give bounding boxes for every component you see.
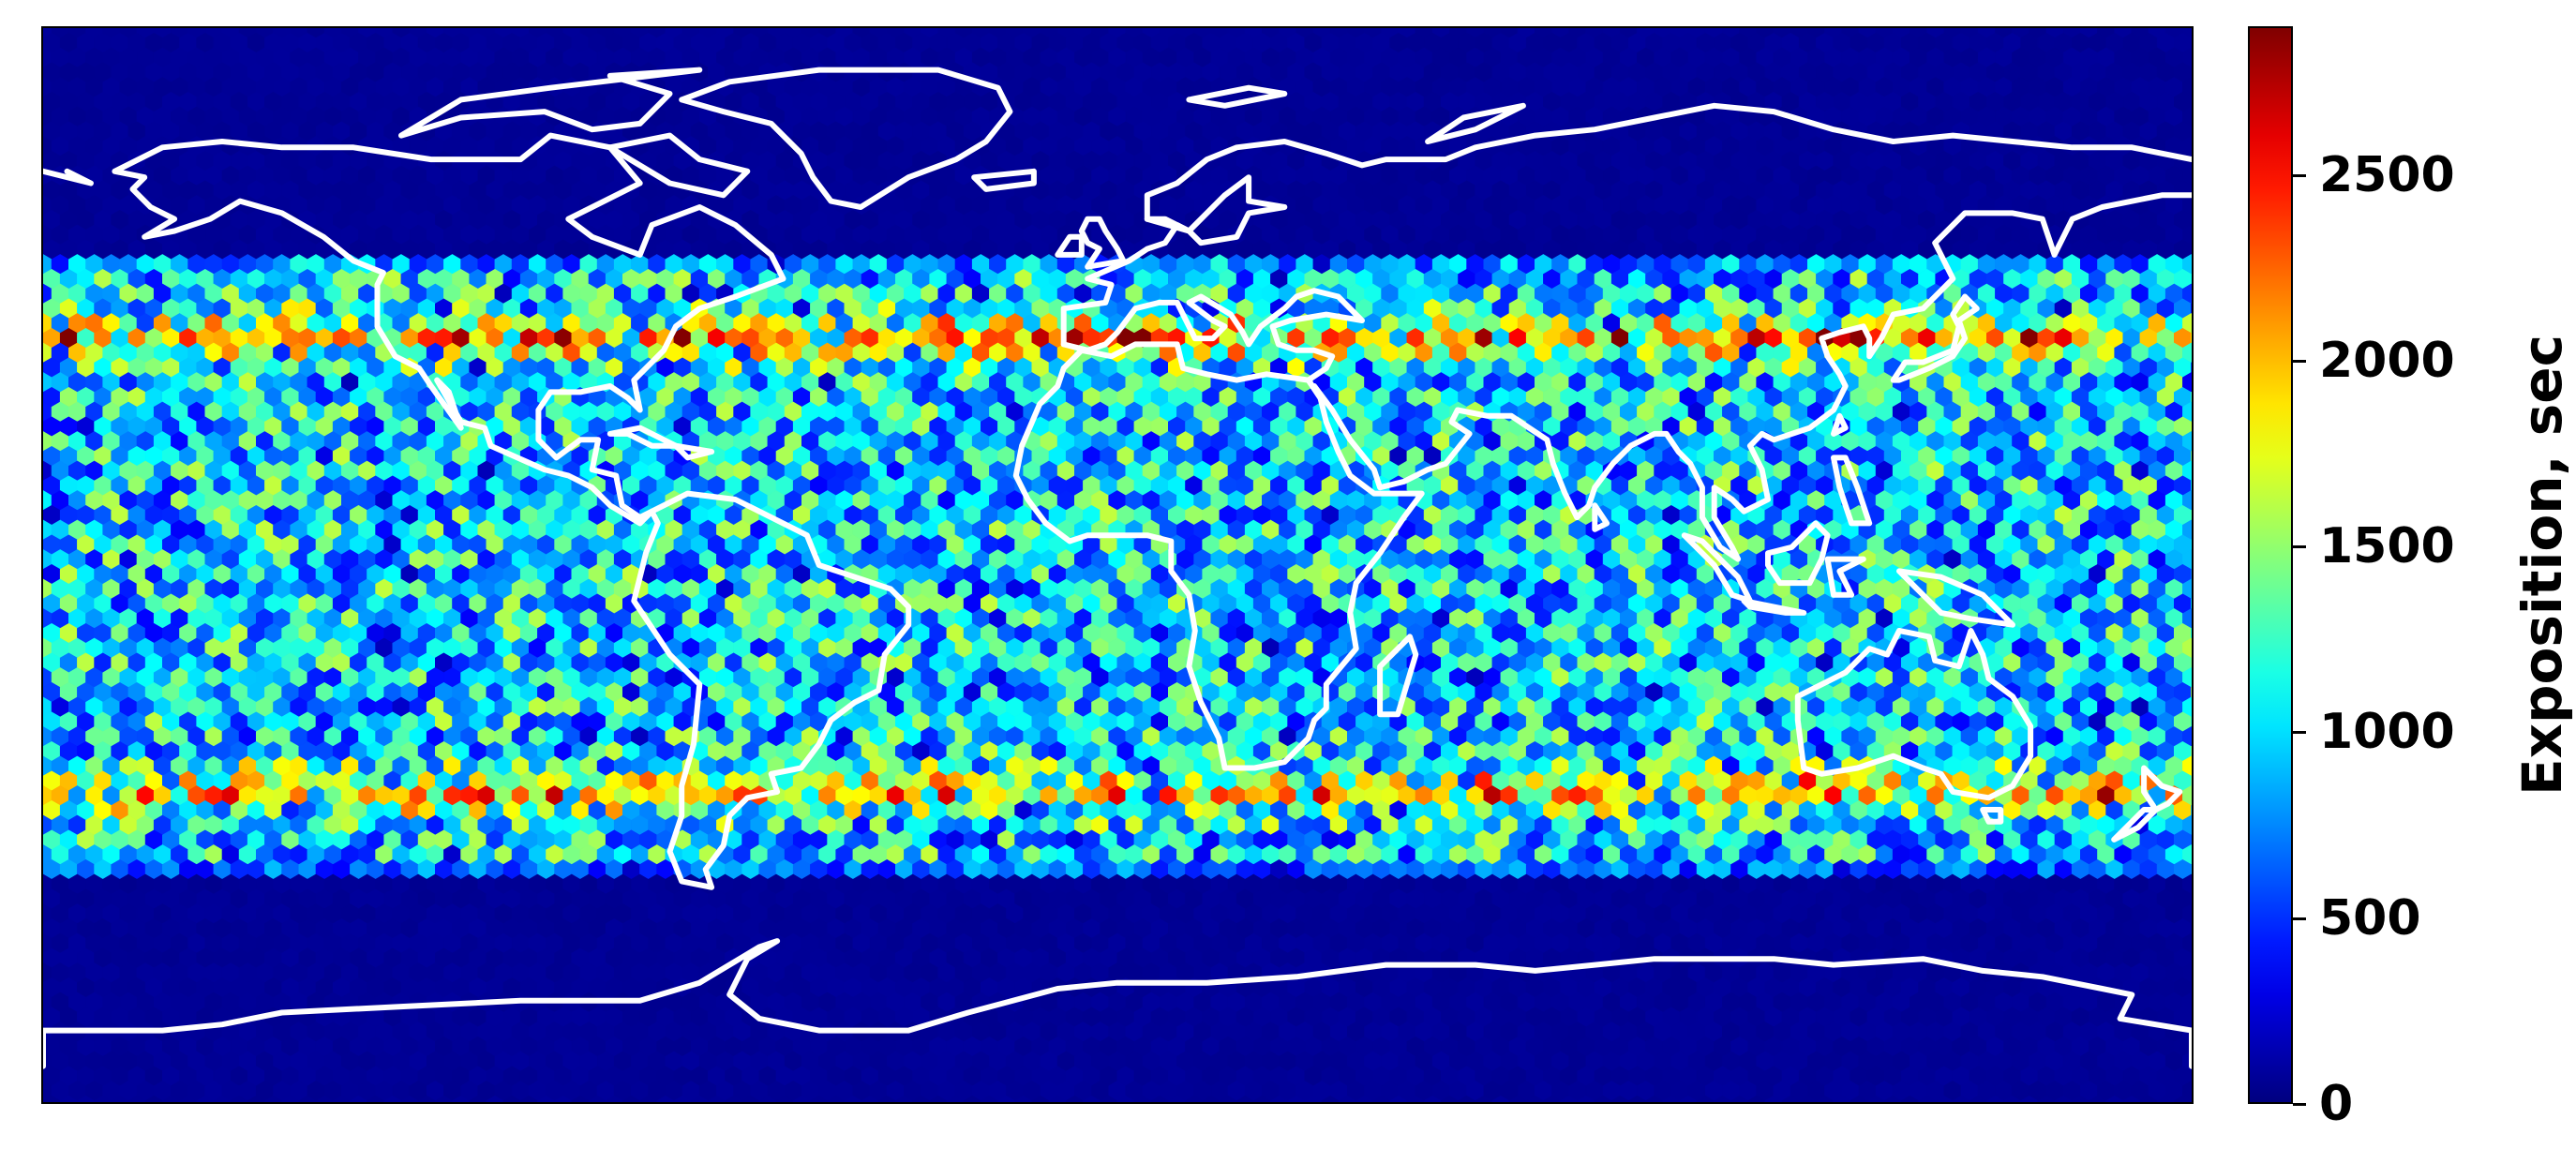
exposition-map bbox=[41, 26, 2194, 1104]
hexbin-layer bbox=[43, 28, 2192, 1102]
map-canvas bbox=[43, 28, 2192, 1102]
